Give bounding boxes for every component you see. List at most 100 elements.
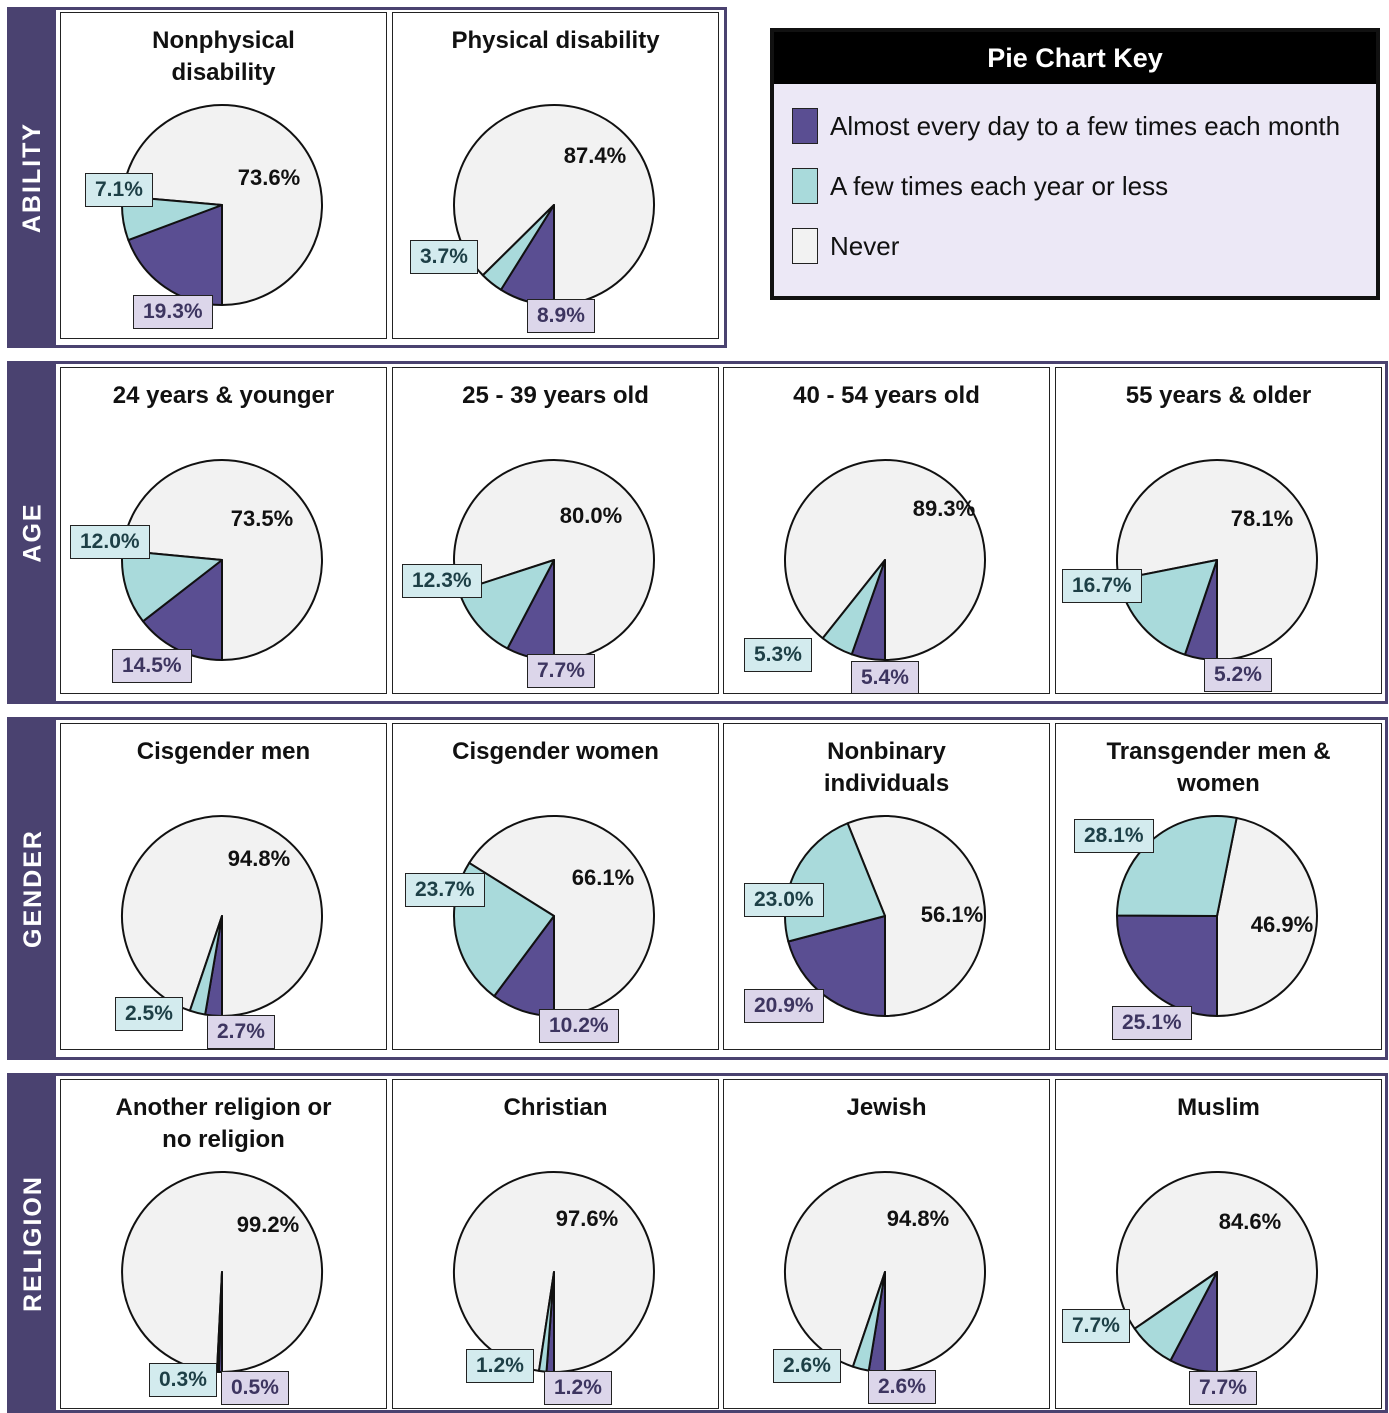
pie-label-never: 66.1% [572,865,634,890]
group-label: RELIGION [10,1076,56,1410]
pie-slice-never [468,815,655,1017]
pie-label-daily: 7.7% [527,654,595,688]
pie-label-never: 99.2% [237,1212,299,1237]
pie-title: Physical disability [451,27,660,54]
pie-panel: Transgender men & women 46.9% 28.1% 25.1% [1055,723,1382,1050]
pie-title: 40 - 54 years old [793,382,980,409]
pie-label-never: 84.6% [1219,1209,1281,1234]
pie-label-never: 94.8% [228,846,290,871]
pie-slice-daily [1115,914,1218,1017]
pie-label-never: 87.4% [564,143,626,168]
group-label: GENDER [10,720,56,1057]
pie-panel: 24 years & younger 73.5% 12.0% 14.5% [60,367,387,694]
pie-label-never: 73.6% [238,165,300,190]
pie-slice-never [846,815,986,1017]
pie-label-few: 7.7% [1062,1309,1130,1343]
pie-label-never: 78.1% [1231,506,1293,531]
pie-label-daily: 1.2% [544,1371,612,1405]
pie-title: Nonbinary individuals [823,738,950,797]
group-label-text: ABILITY [18,121,47,234]
pie-label-few: 28.1% [1074,819,1154,853]
pie-label-daily: 20.9% [744,989,824,1023]
pie-slice-daily [127,204,223,306]
pie-title: 25 - 39 years old [462,382,649,409]
pie-slice-few [1133,1271,1218,1362]
pie-title: Another religion or no religion [115,1094,332,1153]
pie-panel: Nonphysical disability 73.6% 7.1% 19.3% [60,12,387,339]
pie-svg: 73.6% [121,104,324,306]
pie-label-daily: 2.6% [868,1370,936,1404]
key-item-daily: Almost every day to a few times each mon… [792,108,1340,144]
pie-label-never: 89.3% [913,496,975,521]
pie-svg: 94.8% [121,815,324,1017]
pie-label-few: 5.3% [744,638,812,672]
pie-title: Muslim [1177,1094,1260,1121]
key-swatch-daily [792,108,818,144]
pie-panel: Christian 97.6% 1.2% 1.2% [392,1079,719,1409]
pie-svg: 80.0% [453,459,655,661]
pie-svg: 94.8% [784,1171,987,1373]
pie-panel: Jewish 94.8% 2.6% 2.6% [723,1079,1050,1409]
pie-label-never: 97.6% [556,1206,618,1231]
pie-svg: 78.1% [1116,459,1318,661]
pie-label-few: 12.0% [70,525,150,559]
pie-label-never: 80.0% [560,503,622,528]
pie-slice-few [481,204,555,291]
pie-title: Cisgender women [452,738,659,765]
pie-title: 24 years & younger [112,382,335,409]
pie-label-daily: 7.7% [1189,1371,1257,1405]
pie-slice-never [784,459,986,661]
pie-label-never: 73.5% [231,506,293,531]
pie-label-daily: 14.5% [112,649,192,683]
pie-title: Cisgender men [136,738,311,765]
pie-title: Christian [503,1094,608,1121]
group-label-text: AGE [18,502,47,563]
pie-panel: Another religion or no religion 99.2% 0.3%… [60,1079,387,1409]
pie-svg: 89.3% [784,459,986,661]
key-item-never: Never [792,228,899,264]
pie-slice-few [215,1271,223,1373]
pie-label-daily: 5.4% [851,661,919,693]
pie-label-few: 1.2% [466,1349,534,1383]
pie-title: Nonphysical disability [152,27,295,86]
key-label-few: A few times each year or less [830,170,1169,201]
pie-panel: Cisgender men 94.8% 2.5% 2.7% [60,723,387,1050]
pie-label-daily: 5.2% [1204,658,1272,692]
pie-svg: 84.6% [1116,1171,1318,1373]
pie-label-few: 0.3% [149,1363,217,1397]
pie-panel: 55 years & older 78.1% 16.7% 5.2% [1055,367,1382,694]
pie-svg: 46.9% [1115,815,1318,1017]
key-swatch-never [792,228,818,264]
pie-svg: 87.4% [453,104,656,306]
group-label-text: RELIGION [18,1174,47,1312]
pie-slice-daily [787,915,886,1017]
key-label-daily: Almost every day to a few times each mon… [830,110,1341,141]
pie-label-daily: 19.3% [133,295,213,329]
group-label-text: GENDER [18,829,47,948]
group-label: AGE [10,364,56,701]
pie-label-few: 7.1% [85,173,153,207]
pie-svg: 99.2% [121,1171,324,1373]
pie-chart-key: Pie Chart Key Almost every day to a few … [770,28,1380,300]
pie-panel: Physical disability 87.4% 3.7% 8.9% [392,12,719,339]
pie-label-few: 2.6% [773,1349,841,1383]
pie-panel: 25 - 39 years old 80.0% 12.3% 7.7% [392,367,719,694]
pie-panel: Cisgender women 66.1% 23.7% 10.2% [392,723,719,1050]
pie-svg: 56.1% [784,815,986,1017]
key-title: Pie Chart Key [774,32,1376,84]
pie-slice-never [1216,816,1318,1017]
pie-panel: Nonbinary individuals 56.1% 23.0% 20.9% [723,723,1050,1050]
pie-svg: 97.6% [452,1171,655,1374]
pie-label-few: 2.5% [115,997,183,1031]
key-label-never: Never [830,230,900,261]
pie-slice-few [1116,815,1238,917]
pie-label-few: 23.7% [405,873,485,907]
key-item-few: A few times each year or less [792,168,1168,204]
pie-label-daily: 8.9% [527,299,595,333]
pie-title: Jewish [846,1094,927,1121]
pie-label-few: 12.3% [402,564,482,598]
pie-slice-few [821,559,886,656]
pie-label-never: 56.1% [921,902,983,927]
pie-slice-few [188,915,223,1016]
pie-label-daily: 0.5% [221,1371,289,1405]
